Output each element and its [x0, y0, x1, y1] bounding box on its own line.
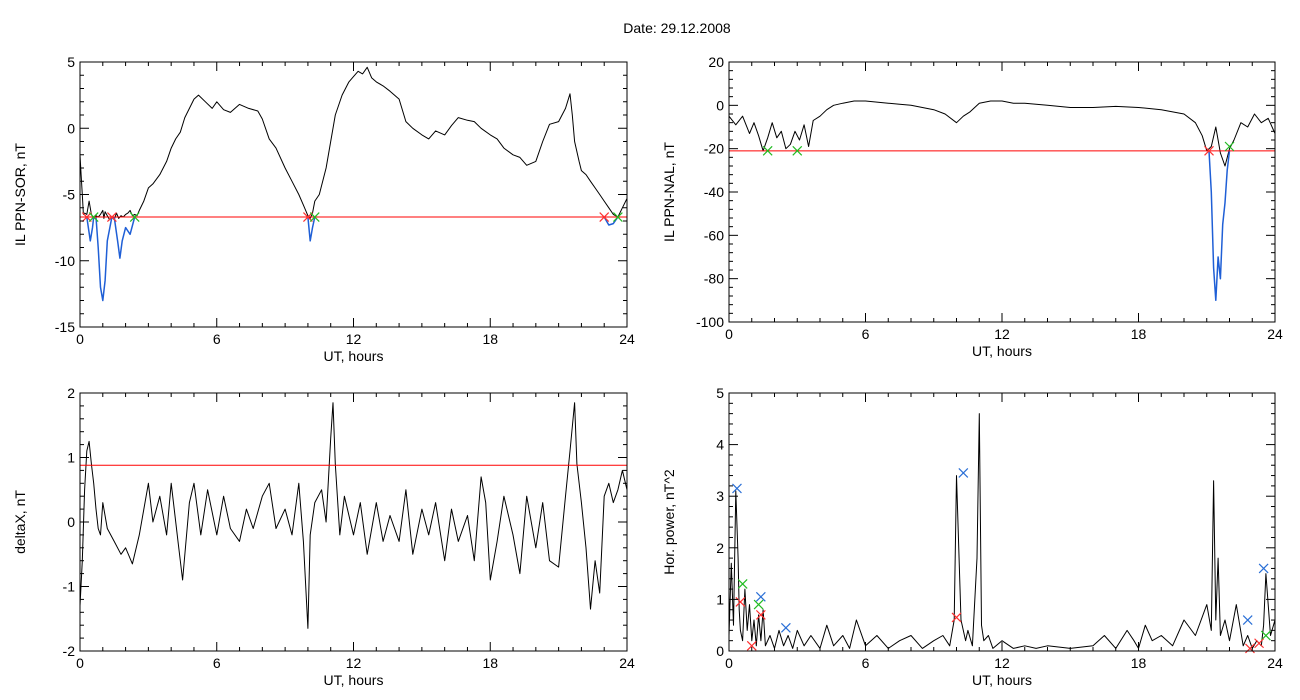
- chart-nal-xtick-label-12: 12: [994, 326, 1010, 342]
- chart-power-marker-2-1: [746, 640, 757, 651]
- chart-power-ytick-label-5: 5: [716, 385, 724, 401]
- chart-power-ytick-label-1: 1: [716, 591, 724, 607]
- chart-power-marker-2-2: [755, 609, 766, 620]
- chart-deltax-ylabel: deltaX, nT: [12, 490, 28, 554]
- chart-deltax-ytick-label--2: -2: [63, 643, 76, 659]
- chart-sor-marker-1-0: [88, 212, 99, 222]
- chart-power-ytick-label-0: 0: [716, 643, 724, 659]
- chart-sor-plot-frame: [79, 61, 628, 328]
- chart-power-xtick-label-18: 18: [1131, 655, 1147, 671]
- chart-deltax-series-0-line: [79, 402, 628, 629]
- chart-power-marker-2-4: [1245, 643, 1255, 654]
- chart-sor-series-0-line: [79, 66, 628, 221]
- chart-sor-marker-1-2: [309, 212, 320, 222]
- chart-sor-marker-0-1: [106, 212, 117, 222]
- chart-power-xlabel: UT, hours: [972, 672, 1032, 688]
- chart-deltax-xtick-label-12: 12: [346, 655, 362, 671]
- chart-deltax-ytick-label-2: 2: [67, 385, 75, 401]
- chart-power-marker-0-0: [732, 483, 742, 494]
- chart-power-xtick-label-0: 0: [725, 655, 733, 671]
- figure-title: Date: 29.12.2008: [623, 20, 731, 36]
- chart-sor-ytick-label-0: 0: [67, 120, 75, 136]
- chart-nal-marker-1-0: [762, 145, 773, 156]
- chart-sor-xtick-label-24: 24: [619, 331, 635, 347]
- chart-sor-xtick-label-0: 0: [76, 331, 84, 347]
- chart-deltax-xtick-label-18: 18: [482, 655, 498, 671]
- chart-nal-ytick-label-0: 0: [716, 97, 724, 113]
- chart-nal-xtick-label-24: 24: [1267, 326, 1283, 342]
- chart-panel-sor: 0 6 12 18 24 -15 -10 -5 0 5 UT, hours IL PPN-SOR, n…: [12, 54, 635, 364]
- chart-power-plot-frame: [728, 392, 1276, 652]
- chart-power-series-0-line: [728, 413, 1276, 649]
- chart-nal-marker-1-2: [1224, 141, 1235, 152]
- chart-nal-ytick-label--60: -60: [704, 227, 724, 243]
- chart-deltax-ytick-label-0: 0: [67, 514, 75, 530]
- chart-nal-xtick-label-6: 6: [862, 326, 870, 342]
- chart-power-marker-0-2: [780, 622, 791, 633]
- chart-nal-ytick-label--40: -40: [704, 184, 724, 200]
- chart-deltax-xtick-label-0: 0: [76, 655, 84, 671]
- chart-sor-xlabel: UT, hours: [324, 348, 384, 364]
- chart-power-marker-0-4: [1242, 615, 1253, 625]
- chart-sor-marker-0-3: [599, 212, 610, 222]
- chart-sor-ytick-label-5: 5: [67, 54, 75, 70]
- chart-power-marker-1-1: [753, 599, 764, 610]
- chart-power-marker-2-5: [1254, 638, 1264, 649]
- chart-nal-series-1-line: [1208, 150, 1231, 302]
- chart-power-xtick-label-12: 12: [994, 655, 1010, 671]
- chart-sor-xtick-label-6: 6: [213, 331, 221, 347]
- chart-sor-series-5-line: [603, 216, 619, 226]
- chart-deltax-ytick-label--1: -1: [63, 579, 76, 595]
- chart-sor-series-3-line: [113, 216, 136, 259]
- chart-sor-ytick-label--5: -5: [63, 187, 76, 203]
- chart-power-marker-0-1: [755, 591, 766, 602]
- chart-sor-marker-1-3: [612, 212, 623, 222]
- chart-nal-ytick-label--20: -20: [704, 141, 724, 157]
- chart-power-marker-0-3: [958, 468, 969, 478]
- chart-deltax-xtick-label-6: 6: [213, 655, 221, 671]
- chart-power-marker-1-2: [1260, 630, 1271, 641]
- chart-sor-marker-1-1: [129, 212, 140, 222]
- chart-deltax-ytick-label-1: 1: [67, 450, 75, 466]
- chart-nal-ytick-label--100: -100: [696, 314, 724, 330]
- chart-power-xtick-label-24: 24: [1267, 655, 1283, 671]
- chart-power-marker-1-0: [737, 578, 748, 589]
- chart-nal-ytick-label-20: 20: [708, 54, 724, 70]
- chart-power-marker-2-3: [951, 612, 962, 623]
- chart-power-ytick-label-3: 3: [716, 488, 724, 504]
- chart-nal-xtick-label-0: 0: [725, 326, 733, 342]
- chart-power-ylabel: Hor. power, nT^2: [661, 469, 677, 575]
- chart-sor-ylabel: IL PPN-SOR, nT: [12, 143, 28, 246]
- chart-power-marker-2-0: [735, 597, 746, 607]
- chart-deltax-xtick-label-24: 24: [619, 655, 635, 671]
- chart-power-marker-0-5: [1258, 563, 1269, 574]
- chart-nal-ylabel: IL PPN-NAL, nT: [661, 142, 677, 242]
- chart-sor-series-4-line: [307, 216, 316, 242]
- chart-power-ytick-label-2: 2: [716, 540, 724, 556]
- chart-power-xtick-label-6: 6: [862, 655, 870, 671]
- chart-sor-series-1-line: [86, 216, 95, 242]
- chart-nal-series-0-line: [728, 100, 1276, 167]
- chart-nal-xtick-label-18: 18: [1131, 326, 1147, 342]
- chart-panel-nal: 0 6 12 18 24 -100 -80 -60 -40 -20 0 20 UT, hours IL P…: [661, 54, 1283, 359]
- chart-sor-ytick-label--10: -10: [55, 253, 75, 269]
- chart-sor-ytick-label--15: -15: [55, 319, 75, 335]
- chart-sor-xtick-label-18: 18: [482, 331, 498, 347]
- chart-nal-xlabel: UT, hours: [972, 343, 1032, 359]
- chart-nal-marker-0-0: [1204, 145, 1214, 156]
- chart-power-ytick-label-4: 4: [716, 437, 724, 453]
- chart-deltax-xlabel: UT, hours: [324, 672, 384, 688]
- chart-sor-series-2-line: [95, 216, 113, 302]
- chart-nal-marker-1-1: [792, 145, 803, 156]
- chart-nal-ytick-label--80: -80: [704, 271, 724, 287]
- chart-sor-xtick-label-12: 12: [346, 331, 362, 347]
